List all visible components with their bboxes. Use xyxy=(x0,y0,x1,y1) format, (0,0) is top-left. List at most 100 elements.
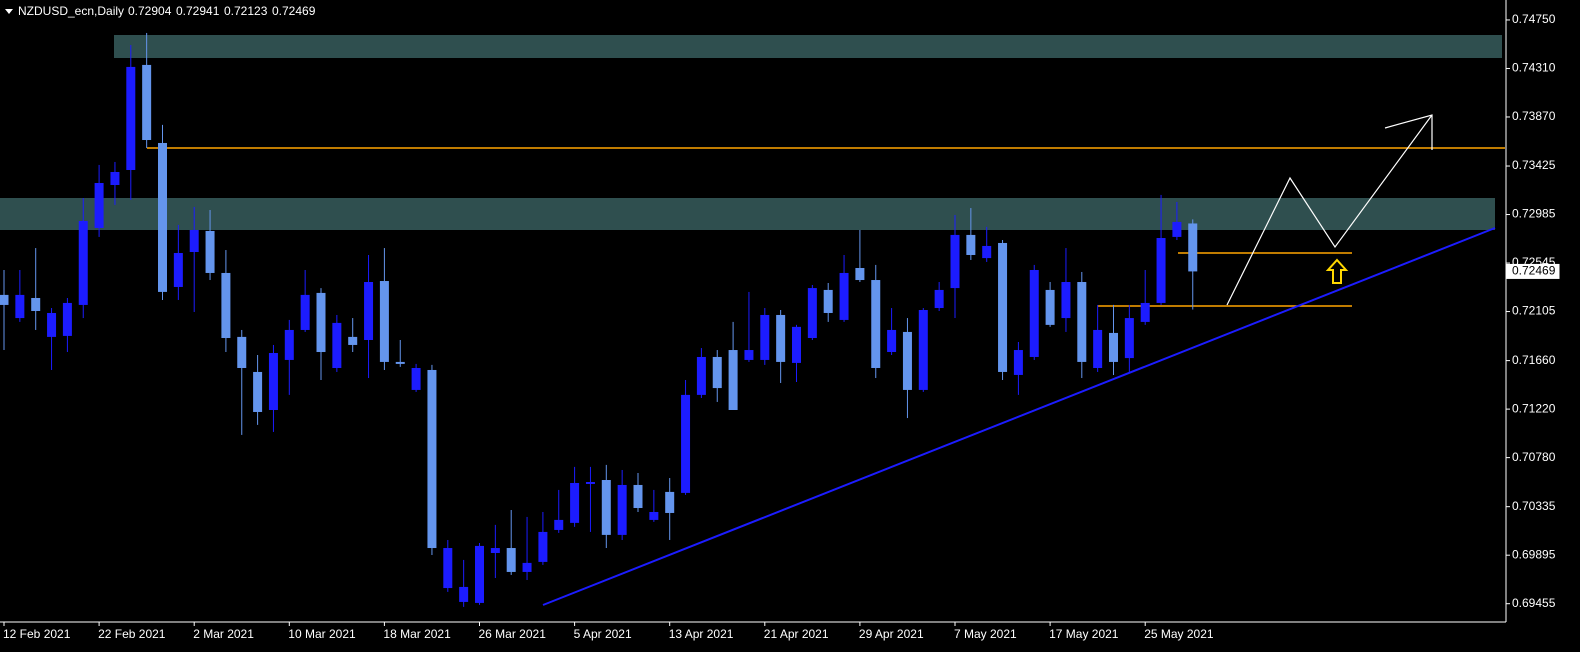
candle-body xyxy=(364,282,374,340)
candle-body xyxy=(506,548,516,572)
x-tick-label: 13 Apr 2021 xyxy=(669,627,734,641)
candle-body xyxy=(142,64,152,141)
candle-body xyxy=(887,329,897,353)
candle-body xyxy=(982,245,992,259)
low-price: 0.72123 xyxy=(224,4,268,18)
y-tick-label: 0.71220 xyxy=(1512,401,1556,415)
symbol-label: NZDUSD_ecn,Daily xyxy=(18,4,124,18)
y-tick-label: 0.74750 xyxy=(1512,12,1556,26)
candle-body xyxy=(585,481,595,484)
candle-body xyxy=(237,336,247,368)
candle-body xyxy=(1013,350,1023,375)
candle-body xyxy=(681,394,691,493)
candle-body xyxy=(1061,282,1071,319)
candle-body xyxy=(522,562,532,572)
candle-body xyxy=(459,586,469,602)
candle-body xyxy=(126,66,136,170)
candle-body xyxy=(617,484,627,535)
candle-body xyxy=(300,294,310,330)
high-price: 0.72941 xyxy=(176,4,220,18)
projection-arrowhead xyxy=(1384,114,1433,150)
candle-body xyxy=(490,548,500,553)
candle-body xyxy=(649,511,659,520)
candle-body xyxy=(205,230,215,273)
x-tick-label: 10 Mar 2021 xyxy=(288,627,356,641)
x-tick-label: 5 Apr 2021 xyxy=(574,627,632,641)
candle-body xyxy=(1188,223,1198,272)
candle-body xyxy=(538,531,548,562)
resistance-zone xyxy=(0,198,1495,230)
x-tick-label: 25 May 2021 xyxy=(1144,627,1214,641)
candle-body xyxy=(633,484,643,509)
x-tick-label: 2 Mar 2021 xyxy=(193,627,254,641)
candle-body xyxy=(1156,238,1166,303)
candle-body xyxy=(554,519,564,530)
candle-body xyxy=(94,183,104,228)
x-tick-label: 17 May 2021 xyxy=(1049,627,1119,641)
y-tick-label: 0.74310 xyxy=(1512,61,1556,75)
candle-body xyxy=(998,242,1008,372)
candle-body xyxy=(1172,221,1182,237)
x-tick-label: 22 Feb 2021 xyxy=(98,627,166,641)
y-tick-label: 0.70335 xyxy=(1512,499,1556,513)
candle-body xyxy=(1093,329,1103,368)
candle-body xyxy=(696,356,706,395)
y-tick-label: 0.73425 xyxy=(1512,158,1556,172)
candle-body xyxy=(443,548,453,589)
open-price: 0.72904 xyxy=(128,4,172,18)
candle-body xyxy=(934,289,944,309)
x-tick-label: 12 Feb 2021 xyxy=(3,627,71,641)
candle-body xyxy=(31,297,41,311)
candle-body xyxy=(158,142,167,292)
y-tick-label: 0.69455 xyxy=(1512,596,1556,610)
current-price: 0.72469 xyxy=(1512,264,1556,278)
candle-body xyxy=(189,229,199,253)
candle-body xyxy=(918,310,928,390)
candle-body xyxy=(601,480,611,535)
candle-body xyxy=(332,322,342,368)
x-tick-label: 26 Mar 2021 xyxy=(479,627,547,641)
candle-body xyxy=(823,289,833,313)
candle-body xyxy=(728,350,738,410)
close-price: 0.72469 xyxy=(272,4,316,18)
y-tick-label: 0.72105 xyxy=(1512,304,1556,318)
candle-body xyxy=(348,336,358,345)
x-tick-label: 18 Mar 2021 xyxy=(383,627,451,641)
y-tick-label: 0.73870 xyxy=(1512,109,1556,123)
y-tick-label: 0.70780 xyxy=(1512,450,1556,464)
trend-line xyxy=(542,227,1496,606)
candle-body xyxy=(712,356,722,389)
candle-body xyxy=(173,253,183,287)
y-tick-label: 0.72985 xyxy=(1512,207,1556,221)
candle-body xyxy=(839,272,849,320)
candle-body xyxy=(284,329,294,360)
x-tick-label: 21 Apr 2021 xyxy=(764,627,829,641)
resistance-zone xyxy=(114,35,1502,58)
menu-triangle xyxy=(5,9,13,14)
candle-body xyxy=(902,331,912,390)
candle-body xyxy=(1077,282,1087,362)
candle-body xyxy=(395,361,405,364)
x-tick-label: 7 May 2021 xyxy=(954,627,1017,641)
x-tick-label: 29 Apr 2021 xyxy=(859,627,924,641)
projection-path xyxy=(1226,114,1433,306)
candle-body xyxy=(47,312,57,337)
candle-body xyxy=(411,367,421,390)
candle-body xyxy=(62,302,72,336)
current-price-box xyxy=(1506,263,1560,279)
candle-body xyxy=(1140,302,1150,322)
candle-body xyxy=(78,220,88,305)
candle-body xyxy=(475,545,484,603)
y-tick-label: 0.69895 xyxy=(1512,547,1556,561)
candle-body xyxy=(665,491,675,513)
candle-body xyxy=(570,482,580,523)
candle-body xyxy=(744,350,754,360)
candle-body xyxy=(1124,318,1134,359)
candle-body xyxy=(807,288,817,339)
candle-body xyxy=(760,314,770,360)
candle-body xyxy=(0,294,9,305)
candle-body xyxy=(1029,269,1039,357)
